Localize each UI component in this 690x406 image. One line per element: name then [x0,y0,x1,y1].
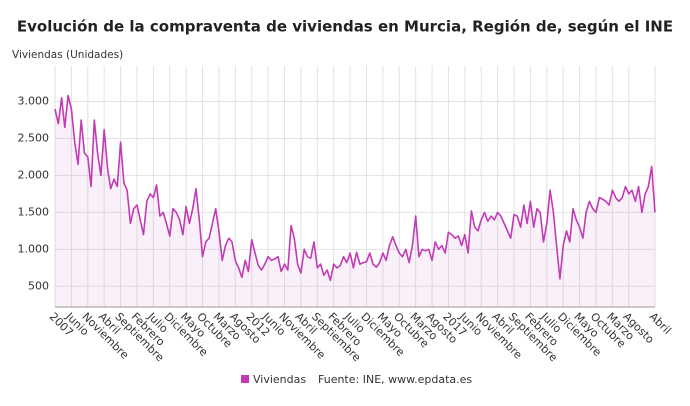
y-tick-label: 500 [28,279,49,292]
y-axis-label: Viviendas (Unidades) [12,49,123,61]
y-tick-label: 2.000 [18,168,50,181]
line [54,94,656,282]
y-tick-label: 2.500 [18,131,50,144]
legend-label: Viviendas [253,373,306,386]
source: Fuente: INE, www.epdata.es [318,373,472,386]
legend-swatch [241,375,249,383]
y-tick-label: 3.000 [18,94,50,107]
y-tick-label: 1.500 [18,205,50,218]
y-tick-label: 1.000 [18,242,50,255]
area [55,95,655,307]
chart-title: Evolución de la compraventa de viviendas… [17,18,673,36]
